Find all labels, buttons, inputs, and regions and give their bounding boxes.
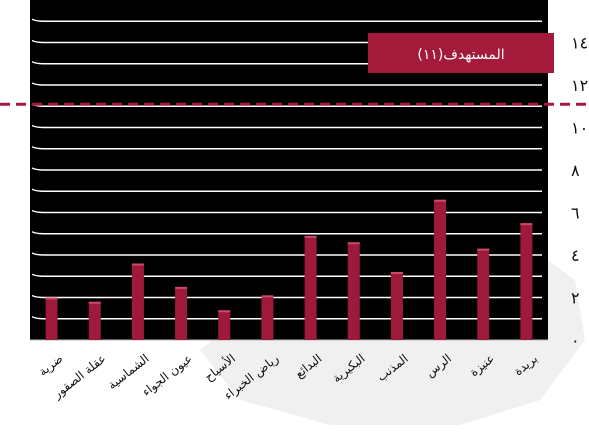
bar: [390, 272, 403, 340]
bar: [45, 297, 58, 340]
bar: [175, 286, 188, 340]
bars: [45, 199, 533, 340]
bar-top: [261, 295, 274, 298]
gridline: [31, 124, 542, 129]
gridline: [31, 188, 542, 192]
gridline: [31, 82, 542, 86]
gridline: [31, 273, 542, 277]
y-tick-label: ١٢: [571, 76, 588, 95]
gridline: [31, 18, 542, 22]
y-tick-label: ٠: [571, 331, 580, 350]
gridline: [31, 146, 542, 150]
bar: [261, 295, 274, 340]
gridline: [31, 167, 542, 171]
bar-top: [347, 242, 360, 245]
x-tick-label: ضرية: [36, 351, 66, 379]
y-axis-ticks: ٠ ٢ ٤ ٦ ٨ ١٠ ١٢ ١٤: [571, 34, 588, 351]
bar-top: [88, 301, 101, 304]
bar-top: [477, 248, 490, 251]
y-tick-label: ٦: [571, 204, 580, 223]
gridline: [31, 61, 542, 65]
target-label: المستهدف(١١): [417, 47, 504, 63]
gridline: [31, 209, 542, 214]
bar-top: [131, 263, 144, 266]
bar-top: [304, 235, 317, 238]
bar-top: [434, 199, 447, 202]
bar: [218, 310, 231, 340]
bar-top: [175, 286, 188, 289]
y-tick-label: ٤: [571, 246, 580, 265]
bar: [88, 301, 101, 340]
gridline: [31, 252, 542, 256]
target-line-group: المستهدف(١١): [0, 33, 589, 106]
bar: [304, 235, 317, 340]
bar: [477, 248, 490, 340]
gridline: [31, 39, 542, 44]
bar-top: [520, 223, 533, 226]
y-tick-label: ١٤: [571, 34, 588, 53]
gridline: [31, 231, 542, 235]
target-label-box: [368, 33, 554, 73]
gridline: [31, 294, 542, 299]
y-tick-label: ٨: [571, 161, 580, 180]
bar: [434, 199, 447, 340]
y-tick-label: ٢: [571, 289, 580, 308]
bar: [131, 263, 144, 340]
gridline: [31, 316, 542, 320]
bar: [520, 223, 533, 340]
bar-top: [218, 310, 231, 313]
bar-top: [390, 272, 403, 274]
bar-top: [45, 297, 58, 300]
bar: [347, 242, 360, 340]
y-tick-label: ١٠: [571, 119, 588, 138]
